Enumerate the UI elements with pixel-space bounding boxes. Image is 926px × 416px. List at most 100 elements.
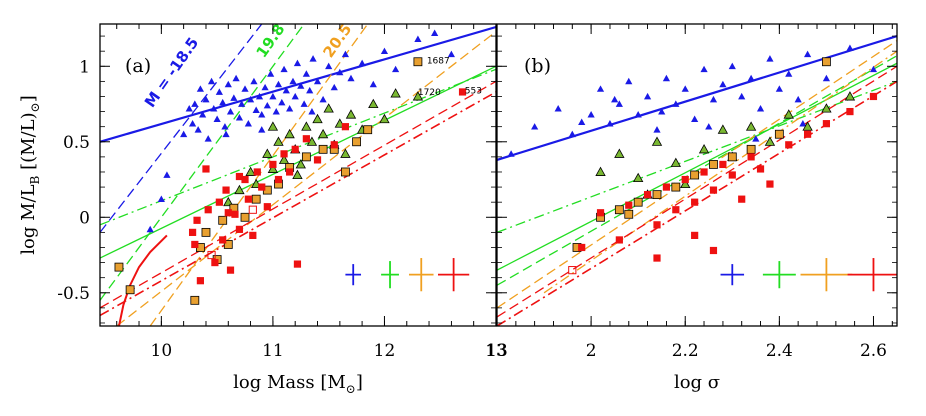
blue-triangle-point [625, 77, 633, 85]
red-square-point [196, 277, 204, 285]
blue-triangle-point [672, 100, 680, 107]
blue-triangle-point [308, 107, 316, 115]
blue-triangle-point [803, 50, 812, 58]
blue-triangle-point [191, 100, 199, 107]
blue-triangle-point [246, 95, 255, 103]
blue-triangle-point [222, 130, 230, 138]
red-square-point [719, 160, 727, 169]
blue-triangle-point [822, 74, 831, 82]
red-square-point [224, 209, 232, 217]
green-triangle-point [764, 136, 776, 146]
fit-line-green-dashdot [100, 68, 496, 226]
red-square-point [226, 266, 235, 274]
green-triangle-point [614, 148, 625, 158]
green-triangle-point [745, 121, 757, 131]
fit-line-orange-dash [116, 31, 496, 326]
y-axis-title: log M/LB [(M/L)⊙] [18, 95, 42, 254]
red-square-point [672, 206, 680, 214]
red-square-point [709, 246, 718, 255]
blue-triangle-point [252, 106, 260, 113]
orange-square-point [614, 205, 624, 215]
green-triangle-point [802, 121, 813, 131]
green-triangle-point [267, 121, 279, 131]
blue-triangle-point [185, 104, 193, 112]
x-axis-title-b: log σ [674, 372, 720, 393]
blue-triangle-point [297, 82, 305, 89]
green-triangle-point [345, 109, 357, 119]
red-square-point [313, 156, 322, 164]
blue-triangle-point [232, 74, 240, 82]
green-triangle-point [312, 113, 323, 124]
blue-triangle-point [606, 120, 614, 127]
y-tick-label: -0.5 [57, 284, 90, 304]
x-axis-title-a-sun: ⊙ [346, 382, 356, 396]
red-square-point [330, 141, 338, 149]
red-square-point [458, 88, 467, 96]
y-tick-label: 1 [79, 57, 90, 77]
x-tick-label-a: 13 [485, 341, 507, 361]
blue-triangle-point [180, 130, 188, 138]
blue-triangle-point [747, 74, 755, 82]
y-tick-label: 0.5 [63, 133, 90, 153]
red-square-point [625, 201, 633, 209]
blue-triangle-point [263, 101, 271, 109]
fit-line-green-dashdot [497, 80, 897, 233]
green-triangle-point [390, 88, 401, 98]
red-square-point [662, 183, 671, 191]
red-square-point [691, 198, 699, 206]
blue-triangle-point [194, 126, 202, 133]
blue-triangle-point [302, 70, 310, 77]
blue-triangle-point [653, 126, 661, 133]
x-tick-label-a: 12 [374, 341, 396, 361]
y-axis-title-unit: [(M/L) [18, 112, 39, 175]
green-triangle-point [234, 184, 245, 195]
blue-triangle-point [325, 62, 333, 70]
blue-triangle-point [210, 104, 218, 112]
galaxy-annotation: 1720 [418, 88, 441, 98]
orange-square-point [201, 227, 211, 237]
red-square-point [700, 168, 708, 176]
blue-triangle-point [347, 74, 355, 82]
orange-square-point [341, 167, 350, 177]
red-square-point [691, 231, 699, 239]
blue-triangle-point [738, 92, 746, 100]
x-axis-title-a-close: ] [356, 372, 363, 393]
green-triangle-point [595, 166, 606, 176]
y-axis-title-sun: ⊙ [28, 102, 42, 112]
fit-line-green-dash [497, 55, 897, 286]
blue-triangle-point [258, 111, 266, 118]
green-triangle-point [783, 109, 794, 119]
red-square-point [615, 236, 623, 244]
blue-triangle-point [313, 77, 322, 85]
y-axis-title-main: log M/L [18, 184, 39, 254]
blue-triangle-point [691, 115, 699, 123]
x-axis-title-a-main: log Mass [M [233, 372, 346, 393]
orange-square-point [633, 197, 643, 207]
green-triangle-point [245, 166, 256, 176]
green-triangle-point [223, 196, 234, 207]
blue-triangle-point [258, 126, 266, 133]
red-open-square-point [568, 266, 577, 275]
red-square-point [244, 195, 252, 203]
red-square-point [253, 168, 261, 176]
magnitude-label-green: 19.8 [253, 20, 289, 61]
red-square-point [263, 203, 271, 211]
blue-triangle-point [250, 77, 258, 85]
blue-triangle-point [188, 120, 197, 127]
red-open-square-point [248, 205, 257, 214]
fit-line-green-solid [497, 62, 897, 271]
fit-line-blue-solid [497, 35, 897, 161]
fit-line-blue-solid [100, 25, 496, 143]
green-triangle-point [670, 157, 682, 167]
orange-square-point [125, 285, 135, 295]
blue-triangle-point [634, 111, 642, 118]
x-tick-label-a: 11 [262, 341, 284, 361]
red-square-point [188, 228, 197, 236]
blue-triangle-point [238, 100, 246, 107]
blue-triangle-point [596, 85, 605, 92]
magnitude-label-orange: 20.5 [319, 20, 355, 61]
y-axis-title-close: ] [18, 95, 39, 102]
blue-triangle-point [705, 123, 713, 130]
green-triangle-point [698, 144, 710, 154]
blue-triangle-point [369, 80, 377, 88]
